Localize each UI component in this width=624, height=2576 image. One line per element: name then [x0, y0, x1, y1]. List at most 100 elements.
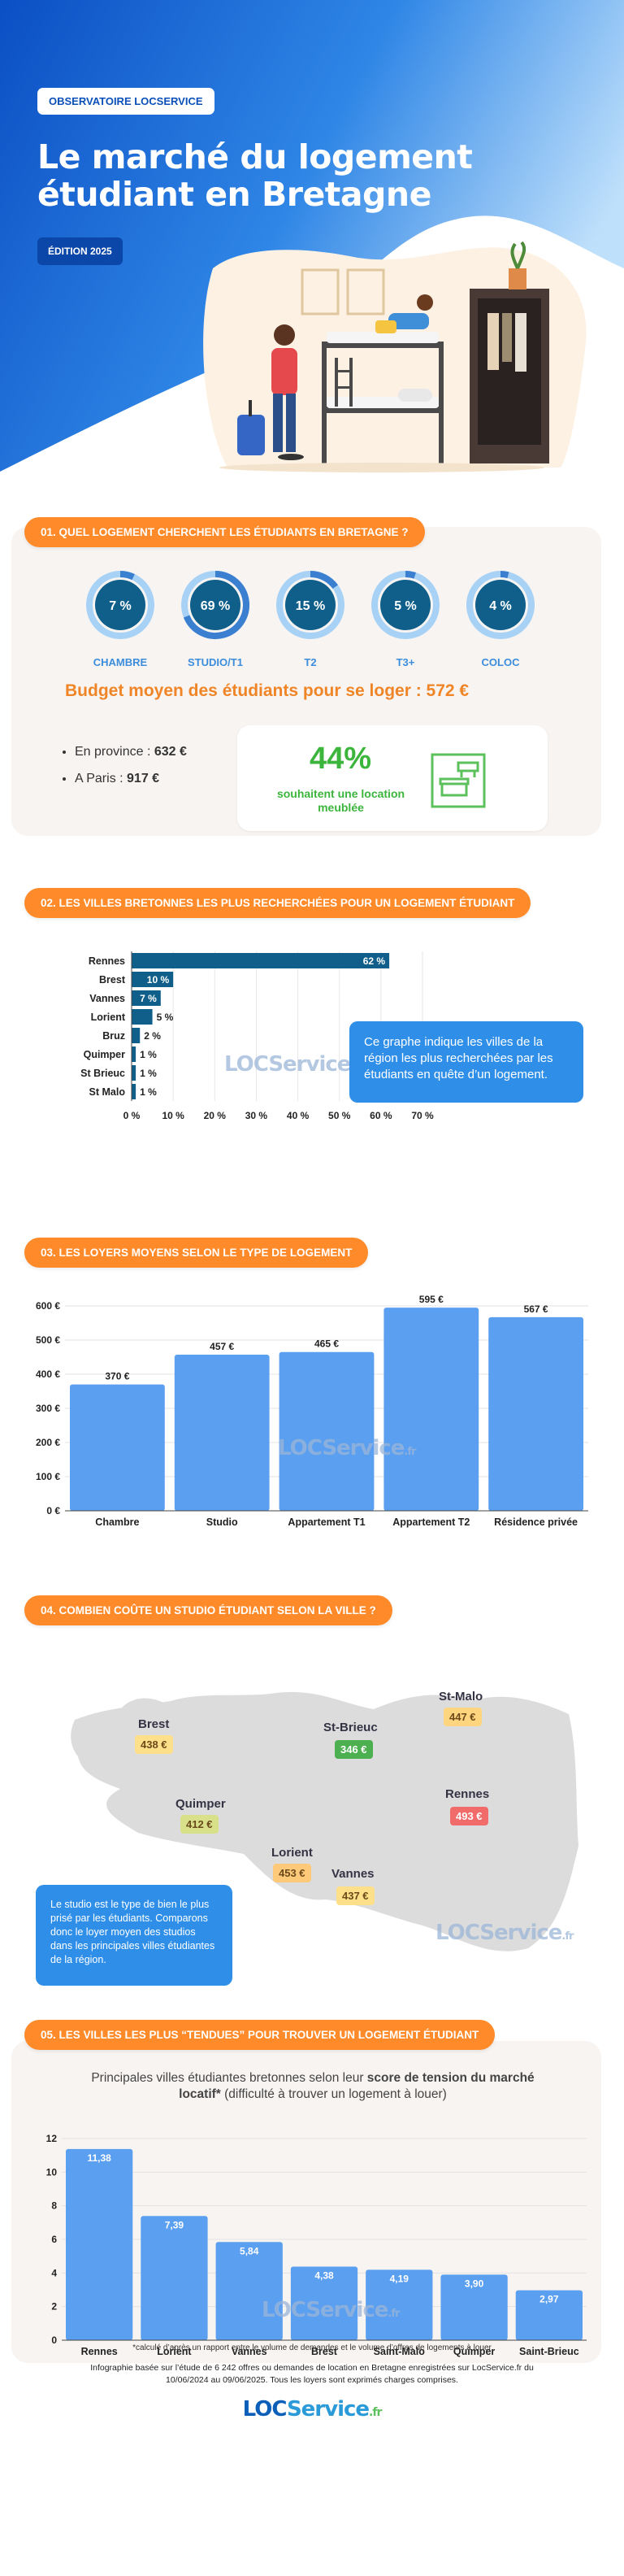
donut-label: COLOC: [481, 656, 520, 668]
bar: [66, 2148, 133, 2340]
locservice-watermark: LOCService.fr: [224, 1052, 362, 1077]
donut-arc: [183, 571, 249, 639]
donut-arc: [500, 571, 509, 579]
price-quimper: 412 €: [180, 1815, 219, 1834]
y-tick-label: 0 €: [46, 1505, 60, 1516]
city-brest: Brest: [138, 1717, 170, 1731]
tension-bar-chart: 0 2 4 6 8 10 12 11,38 Rennes 7,39 Lorient 5,84 Vanne…: [46, 2133, 587, 2357]
hero-banner: OBSERVATOIRE LOCSERVICE Le marché du log…: [0, 0, 624, 488]
category-label: Appartement T1: [288, 1516, 365, 1528]
donut-coloc: 4 % COLOC: [465, 569, 536, 668]
category-label: Saint-Malo: [374, 2346, 426, 2357]
bar-value-label: 7 %: [140, 993, 157, 1004]
bar: [366, 2269, 433, 2340]
bar-value-label: 62 %: [363, 955, 386, 967]
title-line-2: étudiant en Bretagne: [37, 175, 431, 214]
y-tick-label: 6: [51, 2234, 57, 2245]
x-tick-label: 40 %: [287, 1110, 310, 1121]
donut-value-label: 7 %: [109, 599, 132, 613]
y-tick-label: 100 €: [36, 1471, 60, 1482]
y-tick-label: 10: [46, 2166, 58, 2178]
source-line-2: 10/06/2024 au 09/06/2025. Tous les loyer…: [166, 2375, 458, 2385]
section-4-title: 04. COMBIEN COÛTE UN STUDIO ÉTUDIANT SEL…: [24, 1595, 392, 1625]
bar: [215, 2242, 283, 2340]
price-st-brieuc: 346 €: [335, 1740, 373, 1759]
y-tick-label: 500 €: [36, 1334, 60, 1346]
price-brest: 438 €: [135, 1735, 173, 1754]
bar-value-label: 2,97: [540, 2294, 559, 2305]
donut-arc: [119, 571, 135, 581]
category-label: Saint-Brieuc: [519, 2346, 579, 2357]
donut-center: [380, 580, 431, 630]
bar: [384, 1308, 479, 1511]
bar: [132, 1009, 153, 1025]
donut-arc: [405, 571, 416, 579]
donut-value-label: 4 %: [489, 599, 512, 613]
city-rennes: Rennes: [445, 1787, 490, 1801]
city-vannes: Vannes: [332, 1867, 375, 1881]
city-lorient: Lorient: [271, 1846, 313, 1860]
bar: [440, 2274, 508, 2340]
donut-center: [285, 580, 336, 630]
source-line-1: Infographie basée sur l’étude de 6 242 o…: [90, 2363, 534, 2373]
locservice-watermark: LOCService.fr: [436, 1921, 574, 1945]
cities-bar-chart: 0 % 10 % 20 % 30 % 40 % 50 % 60 % 70 % Rennes 62 …: [80, 951, 434, 1121]
price-st-malo: 447 €: [444, 1708, 482, 1726]
category-label: Lorient: [91, 1012, 126, 1023]
footer-logo[interactable]: LOCService.fr: [242, 2397, 383, 2422]
bar-value-label: 370 €: [105, 1371, 129, 1382]
y-tick-label: 8: [51, 2200, 57, 2212]
x-tick-label: 50 %: [328, 1110, 351, 1121]
title-line-1: Le marché du logement: [37, 137, 473, 176]
donut-label: STUDIO/T1: [188, 656, 243, 668]
x-tick-label: 10 %: [162, 1110, 184, 1121]
section-1-title: 01. QUEL LOGEMENT CHERCHENT LES ÉTUDIANT…: [24, 517, 425, 547]
donut-center: [95, 580, 145, 630]
donut-value-label: 15 %: [296, 599, 325, 613]
edition-badge: ÉDITION 2025: [37, 237, 123, 265]
bar-value-label: 1 %: [140, 1049, 157, 1060]
tension-subtitle: Principales villes étudiantes bretonnes …: [91, 2071, 535, 2101]
bar: [174, 1355, 270, 1511]
donut-t3: 5 % T3+: [370, 569, 441, 668]
x-tick-label: 0 %: [124, 1110, 141, 1121]
furniture-icon: [431, 753, 486, 808]
bar-value-label: 595 €: [419, 1294, 444, 1305]
bar-value-label: 4,38: [314, 2269, 334, 2281]
donut-arc: [310, 571, 338, 590]
bar: [279, 1351, 375, 1511]
y-tick-label: 12: [46, 2133, 58, 2144]
city-st-malo: St-Malo: [439, 1690, 483, 1704]
price-vannes: 437 €: [336, 1886, 375, 1905]
rents-bar-chart: 0 € 100 € 200 € 300 € 400 € 500 € 600 € 370 € Ch…: [36, 1294, 588, 1528]
category-label: St Brieuc: [80, 1068, 125, 1079]
donut-value-label: 5 %: [394, 599, 417, 613]
hero-background: [0, 0, 624, 472]
category-label: Bruz: [102, 1030, 125, 1042]
section-5-title: 05. LES VILLES LES PLUS “TENDUES” POUR T…: [24, 2020, 496, 2050]
meuble-percent: 44%: [309, 742, 372, 776]
donut-label: T3+: [396, 656, 415, 668]
bar-value-label: 5,84: [240, 2245, 259, 2256]
price-lorient: 453 €: [273, 1864, 311, 1882]
bar-value-label: 10 %: [147, 974, 170, 986]
donut-label: CHAMBRE: [93, 656, 148, 668]
donut-center: [475, 580, 526, 630]
price-rennes: 493 €: [450, 1807, 488, 1825]
meuble-card: 44% souhaitent une location meublée: [237, 725, 548, 831]
budget-list: En province : 632 € A Paris : 917 €: [75, 738, 187, 792]
category-label: Quimper: [453, 2346, 496, 2357]
bar-value-label: 567 €: [524, 1303, 548, 1315]
y-tick-label: 0: [51, 2334, 57, 2346]
category-label: Quimper: [84, 1049, 126, 1060]
meuble-text: souhaitent une location meublée: [276, 787, 405, 814]
x-tick-label: 60 %: [370, 1110, 392, 1121]
donut-value-label: 69 %: [201, 599, 230, 613]
budget-province: En province : 632 €: [75, 738, 187, 765]
studio-info-box: Le studio est le type de bien le plus pr…: [36, 1885, 232, 1986]
x-tick-label: 70 %: [411, 1110, 434, 1121]
category-label: Lorient: [157, 2346, 192, 2357]
donut-chart: 7 %: [86, 571, 154, 639]
donut-label: T2: [304, 656, 317, 668]
map-region: [71, 1691, 578, 1952]
